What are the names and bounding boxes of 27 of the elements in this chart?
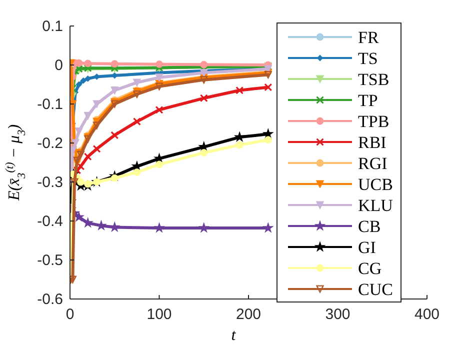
legend-label: CB — [358, 217, 381, 236]
legend-label: TS — [358, 49, 378, 68]
x-tick-label: 200 — [236, 306, 262, 323]
y-tick-label: -0.3 — [37, 174, 63, 191]
x-tick-label: 400 — [414, 306, 440, 323]
x-tick-label: 100 — [146, 306, 172, 323]
y-tick-label: -0.5 — [37, 252, 63, 269]
legend-label: TPB — [358, 112, 390, 131]
legend-label: UCB — [358, 175, 393, 194]
y-tick-label: -0.4 — [37, 213, 63, 230]
y-tick-label: 0.1 — [42, 18, 63, 35]
y-tick-label: -0.6 — [37, 291, 63, 308]
x-axis-title: t — [231, 327, 236, 344]
x-tick-label: 300 — [325, 306, 350, 323]
x-tick-label: 0 — [66, 306, 74, 323]
y-tick-label: -0.2 — [37, 135, 63, 152]
legend-label: CUC — [358, 280, 393, 299]
y-tick-label: -0.1 — [37, 96, 63, 113]
legend-label: GI — [358, 238, 376, 257]
legend-label: KLU — [358, 196, 393, 215]
legend-label: TSB — [358, 70, 390, 89]
legend-label: RBI — [358, 133, 387, 152]
legend-label: TP — [358, 91, 378, 110]
legend-label: CG — [358, 259, 382, 278]
legend-label: FR — [358, 28, 380, 47]
legend-label: RGI — [358, 154, 388, 173]
y-tick-label: 0 — [54, 57, 63, 74]
